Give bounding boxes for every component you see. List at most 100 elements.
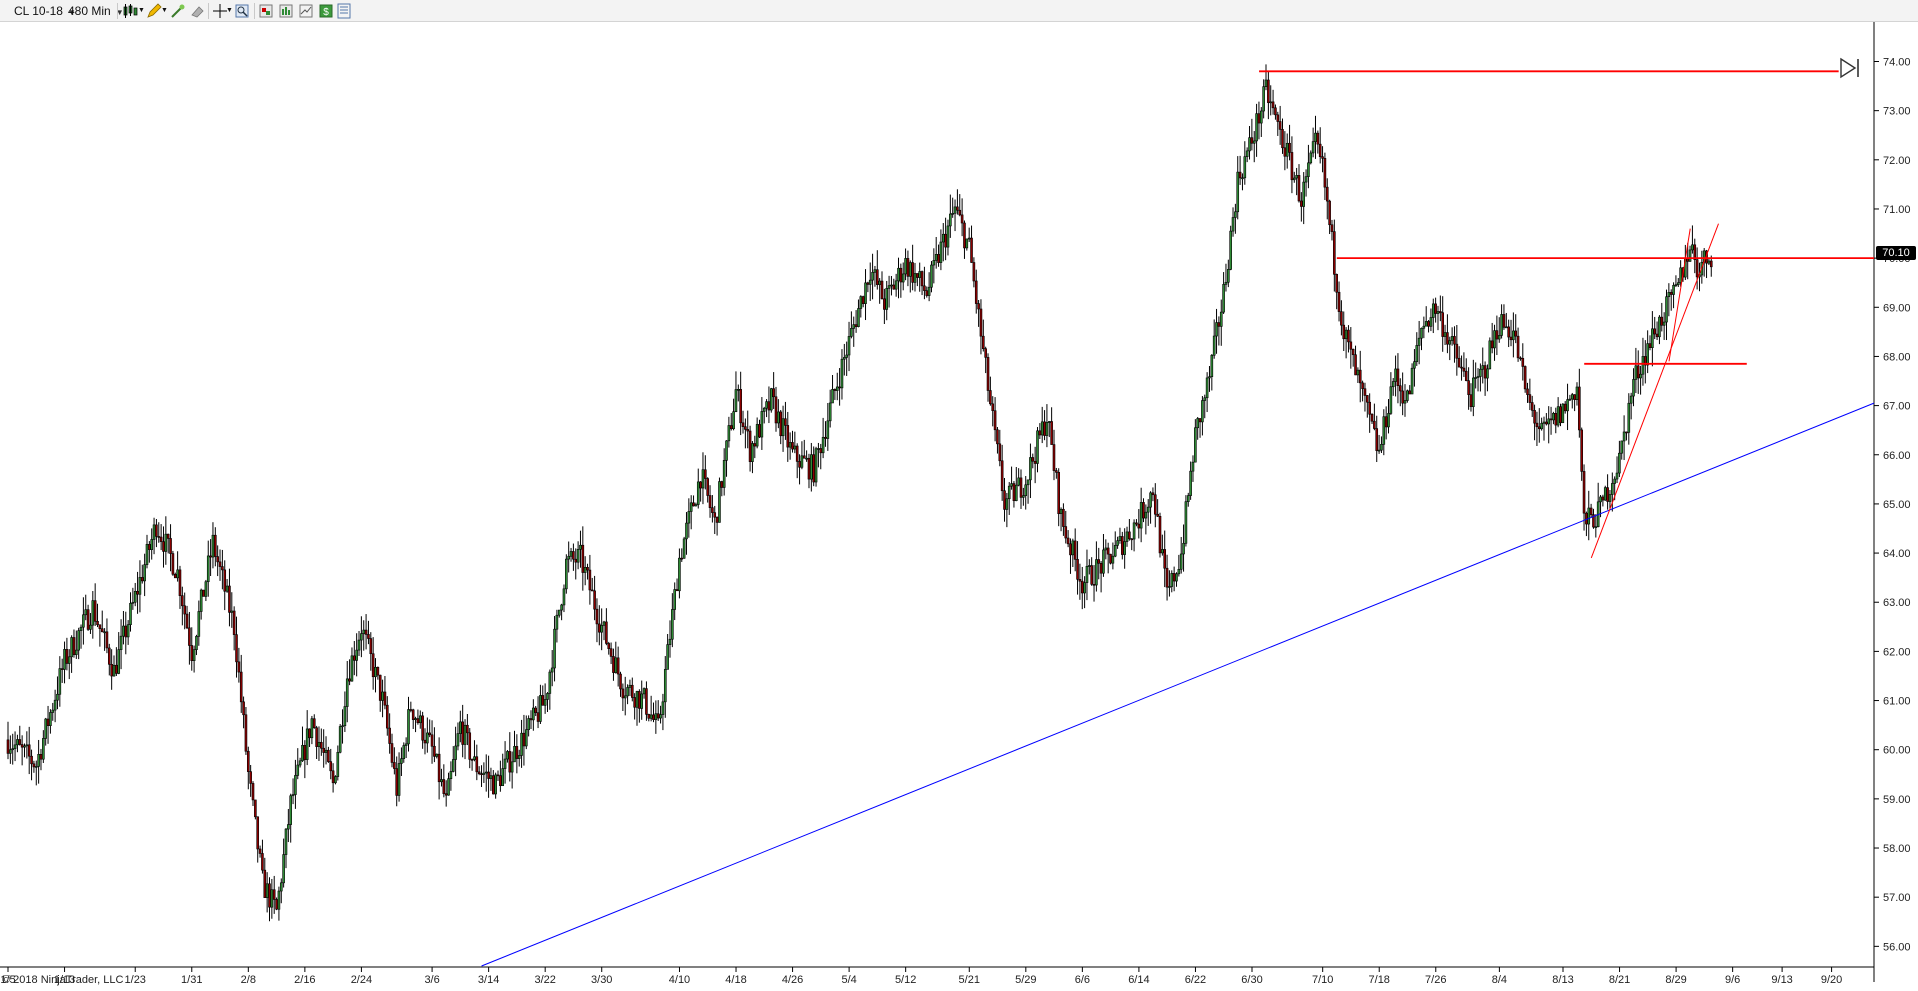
candle-up: [1639, 373, 1642, 379]
candle-down: [1099, 563, 1103, 574]
chevron-down-icon[interactable]: ▼: [161, 7, 168, 14]
candle-down: [1370, 413, 1374, 422]
candle-down: [1375, 428, 1379, 451]
x-tick-label: 5/4: [841, 974, 856, 986]
chart-trader-icon[interactable]: [298, 3, 314, 19]
candle-up: [1045, 422, 1049, 436]
data-box-icon[interactable]: [336, 3, 352, 19]
candle-up: [501, 768, 505, 787]
interval-selector[interactable]: 480 Min ▼: [68, 3, 124, 19]
crosshair-icon[interactable]: [212, 3, 228, 19]
dollar-icon[interactable]: $: [318, 3, 334, 19]
candle-up: [58, 668, 62, 695]
candle-up: [1493, 330, 1496, 349]
candle-up: [1547, 418, 1551, 425]
chevron-down-icon[interactable]: ▼: [138, 7, 145, 14]
candle-down: [263, 869, 267, 898]
candle-down: [1097, 559, 1101, 564]
candle-up: [402, 745, 406, 759]
toolbar-separator: [117, 3, 118, 19]
candle-down: [522, 732, 526, 747]
candle-down: [1092, 584, 1096, 586]
drawing-objects[interactable]: [481, 70, 1875, 967]
candle-down: [181, 595, 184, 607]
magic-wand-icon[interactable]: [170, 3, 186, 19]
candle-up: [489, 775, 493, 779]
interval-label: 480 Min: [68, 4, 111, 18]
candle-up: [913, 273, 917, 283]
candle-up: [932, 260, 936, 266]
candle-down: [228, 585, 231, 613]
pencil-icon[interactable]: [146, 3, 162, 19]
candle-down: [1000, 460, 1004, 492]
chevron-down-icon: ▼: [67, 8, 76, 17]
candle-down: [1337, 291, 1341, 312]
candle-up: [1413, 361, 1416, 369]
candle-up: [1481, 365, 1485, 370]
candle-up: [1024, 484, 1028, 496]
x-tick-label: 9/20: [1821, 974, 1842, 986]
candle-down: [444, 793, 448, 796]
candle-down: [261, 853, 264, 871]
y-tick-label: 74.00: [1883, 56, 1911, 68]
candle-up: [1104, 547, 1108, 551]
candle-down: [598, 623, 601, 633]
candle-up: [291, 794, 295, 797]
candle-down: [1537, 426, 1541, 430]
candle-up: [91, 600, 95, 626]
candle-down: [998, 443, 1002, 462]
candle-down: [1165, 567, 1169, 588]
candle-up: [418, 715, 422, 724]
candle-down: [1573, 394, 1576, 400]
candle-up: [1205, 377, 1209, 399]
candle-up: [873, 269, 877, 273]
candle-down: [619, 673, 622, 690]
candle-up: [1026, 479, 1030, 486]
candle-up: [1632, 379, 1635, 397]
indicators-icon[interactable]: [278, 3, 294, 19]
candle-down: [1217, 322, 1221, 327]
candle-down: [1066, 537, 1070, 545]
candle-up: [1231, 217, 1235, 232]
candle-down: [353, 655, 356, 661]
candle-down: [758, 424, 761, 438]
candle-up: [143, 564, 146, 582]
scroll-to-end-icon[interactable]: [1838, 56, 1862, 80]
candle-up: [532, 707, 535, 721]
instrument-selector[interactable]: CL 10-18 ▼: [14, 3, 76, 19]
candle-up: [1679, 267, 1682, 284]
strategy-icon[interactable]: [258, 3, 274, 19]
candle-up: [901, 273, 905, 283]
candle-down: [616, 657, 620, 675]
candlestick-icon[interactable]: [122, 3, 138, 19]
candle-up: [506, 751, 509, 760]
candle-down: [1130, 538, 1134, 541]
x-tick-label: 8/21: [1609, 974, 1630, 986]
candle-down: [982, 335, 985, 349]
candle-down: [1453, 336, 1456, 345]
zoom-icon[interactable]: [234, 3, 250, 19]
candle-down: [824, 436, 827, 439]
x-tick-label: 3/14: [478, 974, 499, 986]
candle-up: [9, 749, 12, 754]
candle-up: [1570, 394, 1574, 400]
candle-up: [374, 666, 377, 678]
candle-down: [1366, 395, 1369, 403]
candle-up: [1356, 369, 1360, 376]
candle-up: [640, 693, 644, 709]
candle-up: [1201, 400, 1204, 423]
candle-up: [800, 455, 804, 468]
candle-down: [188, 627, 191, 646]
candle-up: [1667, 292, 1671, 298]
chart-panel[interactable]: 56.00 57.00 58.00 59.00 60.00 61.00 62.00 63.00…: [0, 22, 1918, 991]
candle-down: [303, 745, 307, 760]
eraser-icon[interactable]: [189, 3, 205, 19]
candle-up: [513, 746, 516, 763]
chevron-down-icon[interactable]: ▼: [226, 7, 233, 14]
candle-up: [908, 262, 912, 277]
candle-up: [1292, 177, 1296, 181]
price-chart[interactable]: 56.00 57.00 58.00 59.00 60.00 61.00 62.00 63.00…: [0, 22, 1918, 991]
y-tick-label: 64.00: [1883, 548, 1911, 560]
candle-down: [98, 624, 102, 630]
candle-up: [1248, 137, 1251, 152]
